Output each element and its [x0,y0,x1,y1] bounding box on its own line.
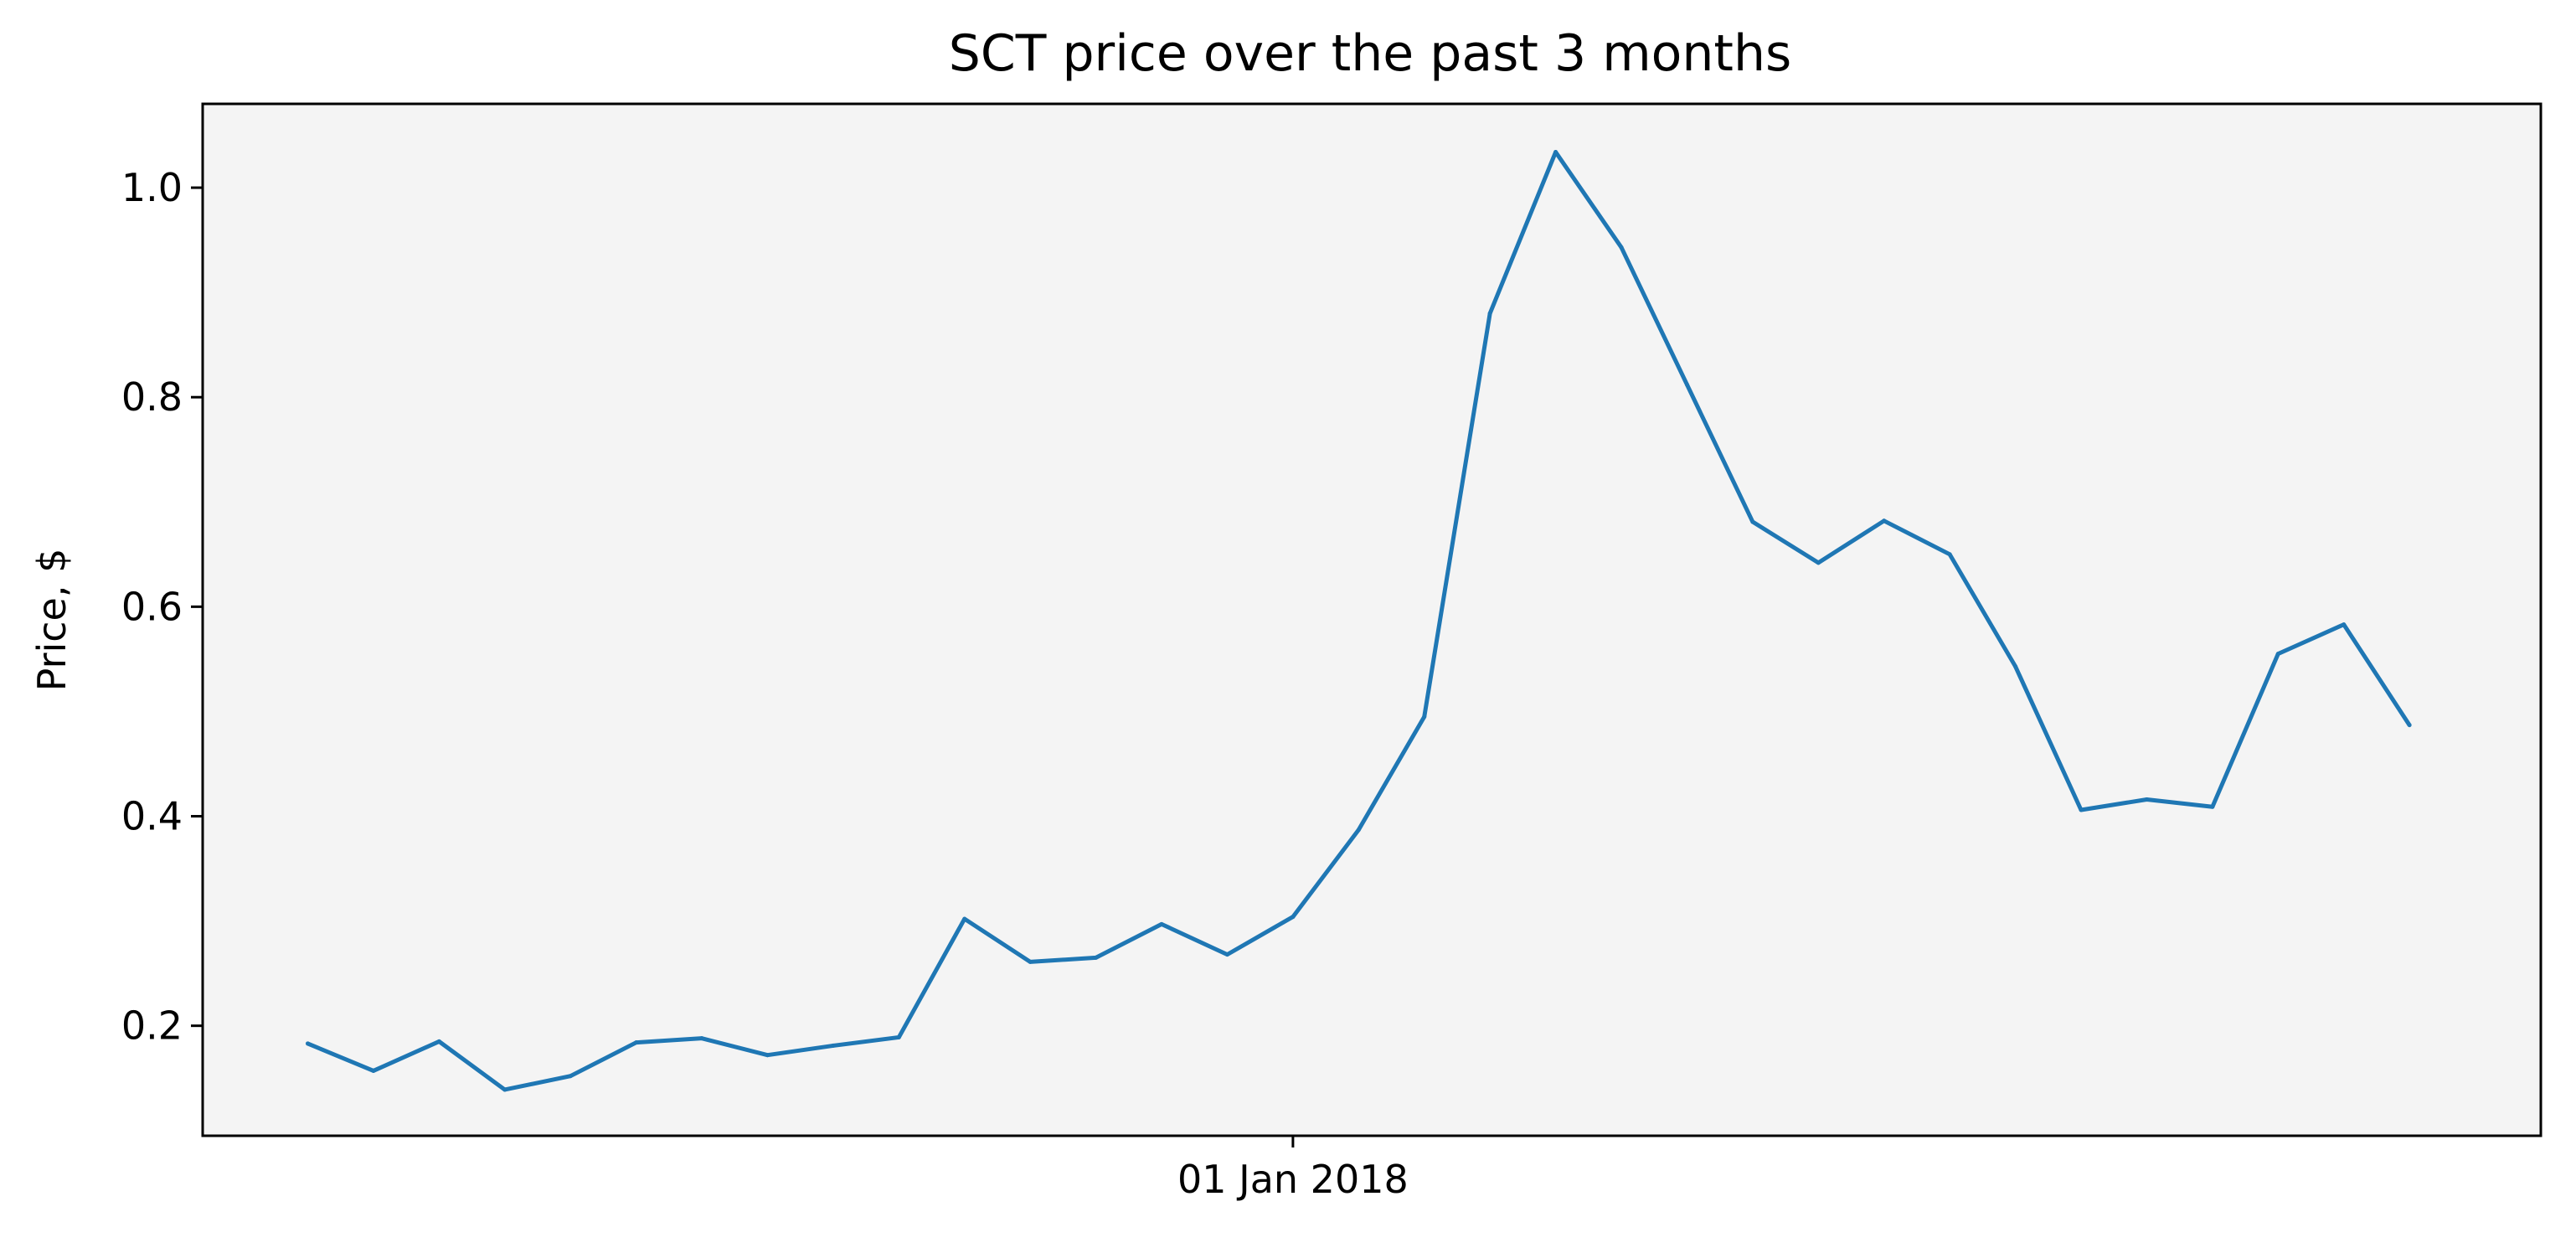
data-point [1028,959,1033,964]
data-point [831,1043,836,1048]
data-point [1553,150,1558,155]
data-point [2275,652,2280,657]
data-point [436,1039,441,1044]
x-axis: 01 Jan 2018 [1177,1136,1409,1202]
y-tick-label: 0.8 [121,374,183,420]
y-tick-label: 0.6 [121,584,183,629]
data-point [2342,622,2347,627]
data-point [1356,828,1361,833]
series-group [305,150,2412,1092]
data-point [1619,245,1624,250]
y-tick-label: 0.4 [121,794,183,839]
data-point [371,1068,376,1073]
data-point [1684,382,1689,387]
plot-area [201,102,2543,1137]
data-point [634,1040,639,1045]
data-point [1947,552,1952,557]
chart-title: SCT price over the past 3 months [949,24,1791,83]
y-axis-label: Price, $ [29,549,75,692]
data-point [1750,519,1755,524]
data-point [1224,952,1229,957]
data-point [1487,311,1492,316]
data-point [896,1034,901,1039]
data-point [962,916,967,921]
data-point [2144,797,2149,802]
data-point [568,1074,573,1079]
data-point [1816,560,1821,565]
data-point [2407,723,2412,728]
data-point [1422,714,1427,719]
data-point [2079,807,2084,812]
y-tick-label: 0.2 [121,1003,183,1049]
data-point [2013,664,2018,669]
y-axis: 0.2 0.4 0.6 0.8 1.0 [121,165,203,1049]
data-point [1159,921,1164,926]
data-point [765,1053,770,1058]
data-point [699,1036,704,1041]
x-tick-label: 01 Jan 2018 [1177,1157,1409,1202]
data-point [1094,955,1099,960]
data-point [1291,915,1296,920]
data-point [305,1041,310,1046]
data-point [2210,804,2215,809]
data-point [1882,518,1887,523]
data-point [502,1087,507,1092]
y-tick-label: 1.0 [121,165,183,210]
